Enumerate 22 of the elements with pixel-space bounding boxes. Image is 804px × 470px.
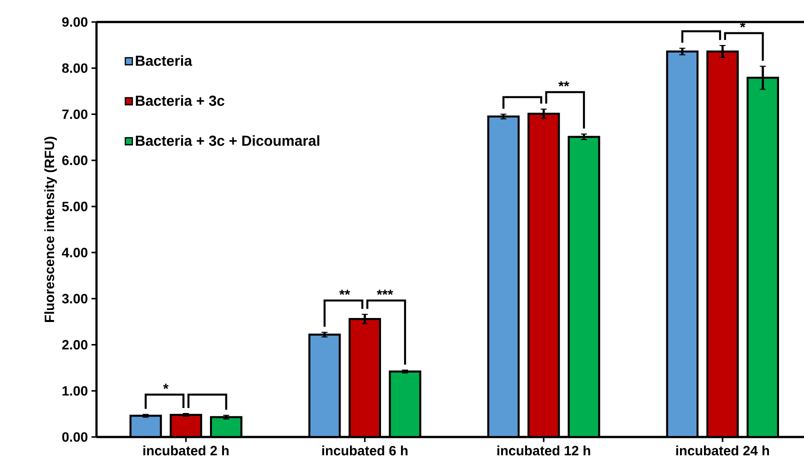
annotation: ***: [376, 290, 394, 295]
annotation: **: [558, 81, 570, 86]
y-tick-label: 9.00: [62, 17, 88, 27]
y-tick-label: 3.00: [62, 294, 88, 304]
x-tick-label: incubated 12 h: [497, 446, 590, 456]
y-tick-label: 2.00: [62, 340, 88, 350]
y-tick-label: 7.00: [62, 109, 88, 119]
y-tick-label: 0.00: [62, 432, 88, 442]
y-tick-label: 4.00: [62, 248, 88, 258]
x-tick-label: incubated 2 h: [143, 446, 229, 456]
x-tick-label: incubated 24 h: [676, 446, 769, 456]
legend-label: Bacteria + 3c: [136, 95, 224, 106]
y-tick-label: 1.00: [62, 386, 88, 396]
y-tick-label: 6.00: [62, 156, 88, 166]
y-tick-label: 5.00: [62, 202, 88, 212]
annotation: *: [163, 384, 169, 389]
legend-label: Bacteria + 3c + Dicoumaral: [136, 135, 320, 146]
y-tick-label: 8.00: [62, 63, 88, 73]
x-tick-label: incubated 6 h: [322, 446, 408, 456]
annotation: **: [339, 290, 350, 295]
y-axis-title: Fluorescence intensity (RFU): [44, 136, 57, 322]
legend-label: Bacteria: [136, 55, 192, 66]
